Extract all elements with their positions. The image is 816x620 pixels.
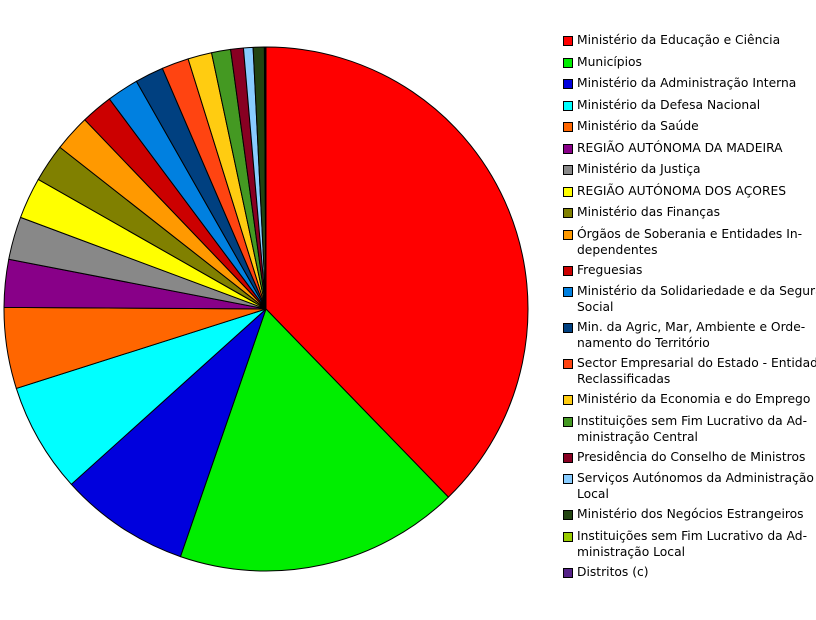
legend-swatch — [563, 229, 573, 240]
legend-item: REGIÃO AUTÓNOMA DA MADEIRA — [563, 140, 816, 156]
legend-label: Ministério das Finanças — [577, 205, 721, 219]
legend-label: Órgãos de Soberania e Entidades In- depe… — [577, 226, 803, 257]
legend-item: Ministério dos Negócios Estrangeiros — [563, 506, 816, 522]
legend-item: Instituições sem Fim Lucrativo da Ad- mi… — [563, 413, 816, 445]
legend-label: Municípios — [577, 54, 642, 69]
legend-item: Sector Empresarial do Estado - Entidades… — [563, 355, 816, 387]
legend-swatch — [563, 323, 573, 333]
legend-swatch — [563, 122, 573, 132]
legend-label: Ministério da Economia e do Emprego — [577, 392, 811, 406]
legend-item: Distritos (c) — [563, 564, 816, 580]
legend-label: Ministério da Solidariedade e da Seguran… — [577, 284, 816, 314]
legend-label: Ministério dos Negócios Estrangeiros — [577, 507, 804, 521]
pie-slice-2 — [179, 308, 449, 572]
legend-item: Serviços Autónomos da Administração Loca… — [563, 470, 816, 502]
legend-label: Sector Empresarial do Estado - Entidades… — [577, 356, 816, 386]
legend-swatch — [563, 165, 573, 175]
pie-slice-4 — [15, 308, 267, 485]
legend-swatch — [563, 143, 573, 154]
legend-swatch — [563, 79, 573, 89]
pie-slice-3 — [70, 308, 267, 558]
legend-swatch — [563, 510, 573, 520]
legend-item: Ministério da Defesa Nacional — [563, 97, 816, 113]
legend-label: Freguesias — [577, 262, 643, 277]
legend-item: Ministério da Administração Interna — [563, 75, 816, 91]
legend-swatch — [563, 265, 573, 276]
legend-item: Ministério da Educação e Ciência — [563, 32, 816, 48]
legend-item: Ministério da Solidariedade e da Seguran… — [563, 283, 816, 315]
legend-item: Ministério da Saúde — [563, 118, 816, 134]
legend-swatch — [563, 474, 573, 484]
legend-label: Ministério da Saúde — [577, 119, 699, 133]
legend-item: Ministério da Justiça — [563, 161, 816, 177]
legend-swatch — [563, 100, 573, 111]
legend-swatch — [563, 452, 573, 463]
legend-swatch — [563, 359, 573, 369]
legend-item: Ministério da Economia e do Emprego — [563, 391, 816, 407]
legend-label: Serviços Autónomos da Administração Loca… — [577, 471, 814, 501]
legend-item: Min. da Agric, Mar, Ambiente e Orde- nam… — [563, 319, 816, 351]
pie-chart — [3, 46, 529, 572]
pie-slice-1 — [265, 46, 529, 498]
legend-item: Ministério das Finanças — [563, 204, 816, 220]
legend-label: Presidência do Conselho de Ministros — [577, 449, 806, 464]
legend-swatch — [563, 208, 573, 218]
legend-label: Ministério da Administração Interna — [577, 76, 797, 90]
legend-swatch — [563, 416, 573, 427]
legend-item: Freguesias — [563, 262, 816, 278]
legend-swatch — [563, 186, 573, 197]
legend-label: Min. da Agric, Mar, Ambiente e Orde- nam… — [577, 320, 806, 350]
legend-swatch — [563, 36, 573, 46]
legend-label: Instituições sem Fim Lucrativo da Ad- mi… — [577, 413, 808, 444]
legend-item: Presidência do Conselho de Ministros — [563, 449, 816, 465]
legend-item: REGIÃO AUTÓNOMA DOS AÇORES — [563, 183, 816, 199]
legend-item: Municípios — [563, 54, 816, 70]
legend-label: Ministério da Educação e Ciência — [577, 33, 781, 47]
legend-label: Instituições sem Fim Lucrativo da Ad- mi… — [577, 528, 808, 559]
pie-slice-21 — [264, 46, 267, 310]
legend-item: Órgãos de Soberania e Entidades In- depe… — [563, 226, 816, 258]
legend-swatch — [563, 57, 573, 68]
legend-swatch — [563, 531, 573, 542]
legend-label: Distritos (c) — [577, 564, 649, 579]
legend: Ministério da Educação e Ciência Municípi… — [563, 32, 816, 585]
legend-label: Ministério da Defesa Nacional — [577, 97, 761, 112]
legend-item: Instituições sem Fim Lucrativo da Ad- mi… — [563, 528, 816, 560]
legend-swatch — [563, 395, 573, 405]
legend-label: REGIÃO AUTÓNOMA DOS AÇORES — [577, 183, 787, 198]
legend-label: Ministério da Justiça — [577, 162, 701, 176]
legend-swatch — [563, 567, 573, 578]
legend-label: REGIÃO AUTÓNOMA DA MADEIRA — [577, 140, 783, 155]
legend-swatch — [563, 287, 573, 297]
